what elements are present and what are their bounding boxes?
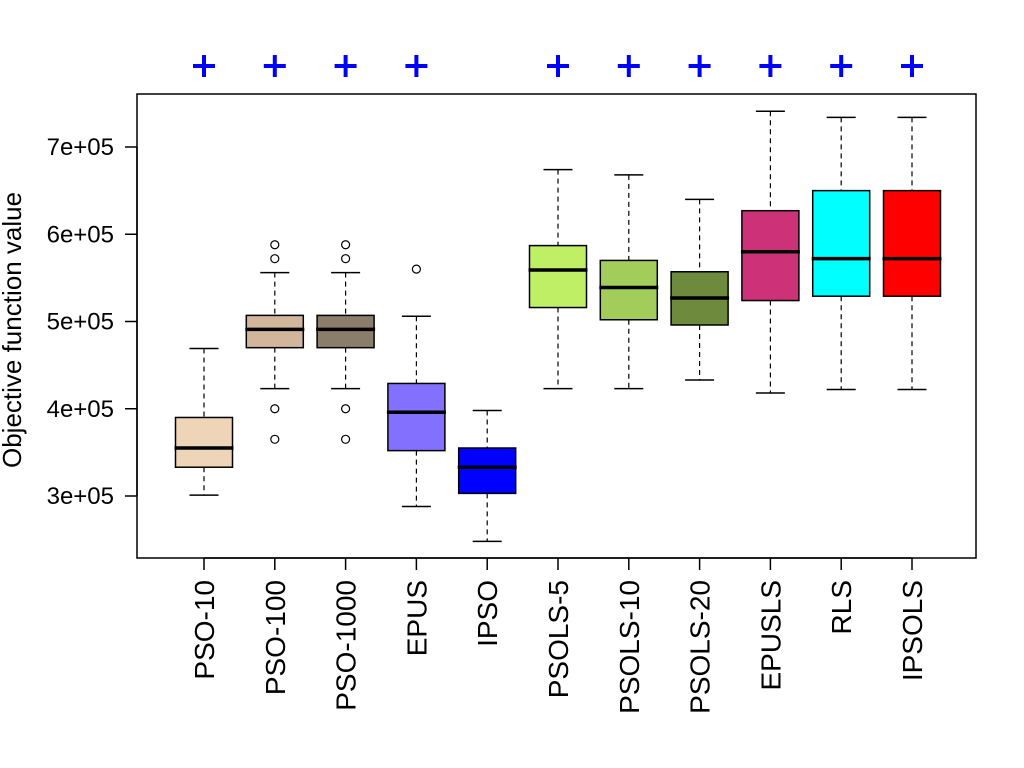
y-tick-label: 7e+05 [47,134,114,161]
iqr-box [811,189,871,297]
x-tick-label: IPSO [472,580,503,647]
y-tick-label: 6e+05 [47,221,114,248]
box-rls [811,116,871,391]
x-tick-label: EPUSLS [755,580,786,691]
outlier-point [341,254,351,264]
iqr-box [882,189,942,297]
iqr-box [528,244,588,309]
outlier-point [270,240,280,250]
x-tick-label: IPSOLS [897,580,928,681]
box-epus [386,264,446,508]
iqr-box [599,259,659,321]
x-tick-label: RLS [826,580,857,634]
box-psols-20 [670,198,730,381]
x-tick-label: PSOLS-10 [614,580,645,714]
outlier-point [341,240,351,250]
box-ipso [457,409,517,543]
significance-plus-icon [759,55,782,77]
outlier-point [270,254,280,264]
box-psols-5 [528,168,588,390]
box-ipsols [882,116,942,391]
significance-markers [193,55,923,77]
significance-plus-icon [334,55,357,77]
box-pso-10 [174,347,234,496]
box-pso-1000 [316,240,376,444]
outlier-point [270,404,280,414]
x-tick-label: PSO-10 [189,580,220,680]
significance-plus-icon [617,55,640,77]
x-axis: PSO-10 PSO-100 PSO-1000 EPUS IPSO PSOLS-5 PSOL… [189,557,928,714]
significance-plus-icon [830,55,853,77]
significance-plus-icon [547,55,569,77]
y-axis-label: Objective function value [0,192,27,468]
box-psols-10 [599,174,659,390]
x-tick-label: PSOLS-5 [543,580,574,698]
x-tick-label: PSO-1000 [331,580,362,711]
y-tick-label: 5e+05 [47,309,114,336]
iqr-box [387,382,446,452]
y-axis: 3e+05 4e+05 5e+05 6e+05 7e+05 [47,134,138,510]
outlier-point [270,434,280,444]
outlier-point [411,264,421,274]
outlier-point [341,434,351,444]
iqr-box [741,209,800,302]
significance-plus-icon [688,55,711,77]
significance-plus-icon [263,55,286,77]
iqr-box [174,416,234,468]
significance-plus-icon [405,55,428,77]
iqr-box [316,314,375,349]
x-tick-label: PSO-100 [260,580,291,695]
x-tick-label: PSOLS-20 [685,580,716,714]
y-tick-label: 4e+05 [47,396,114,423]
box-epusls [740,110,800,394]
box-pso-100 [245,240,305,444]
iqr-box [457,447,517,495]
iqr-box [245,314,305,349]
significance-plus-icon [193,55,215,77]
significance-plus-icon [901,55,923,77]
boxes-layer [174,110,942,543]
outlier-point [341,404,351,414]
x-tick-label: EPUS [401,580,432,656]
y-tick-label: 3e+05 [47,483,114,510]
